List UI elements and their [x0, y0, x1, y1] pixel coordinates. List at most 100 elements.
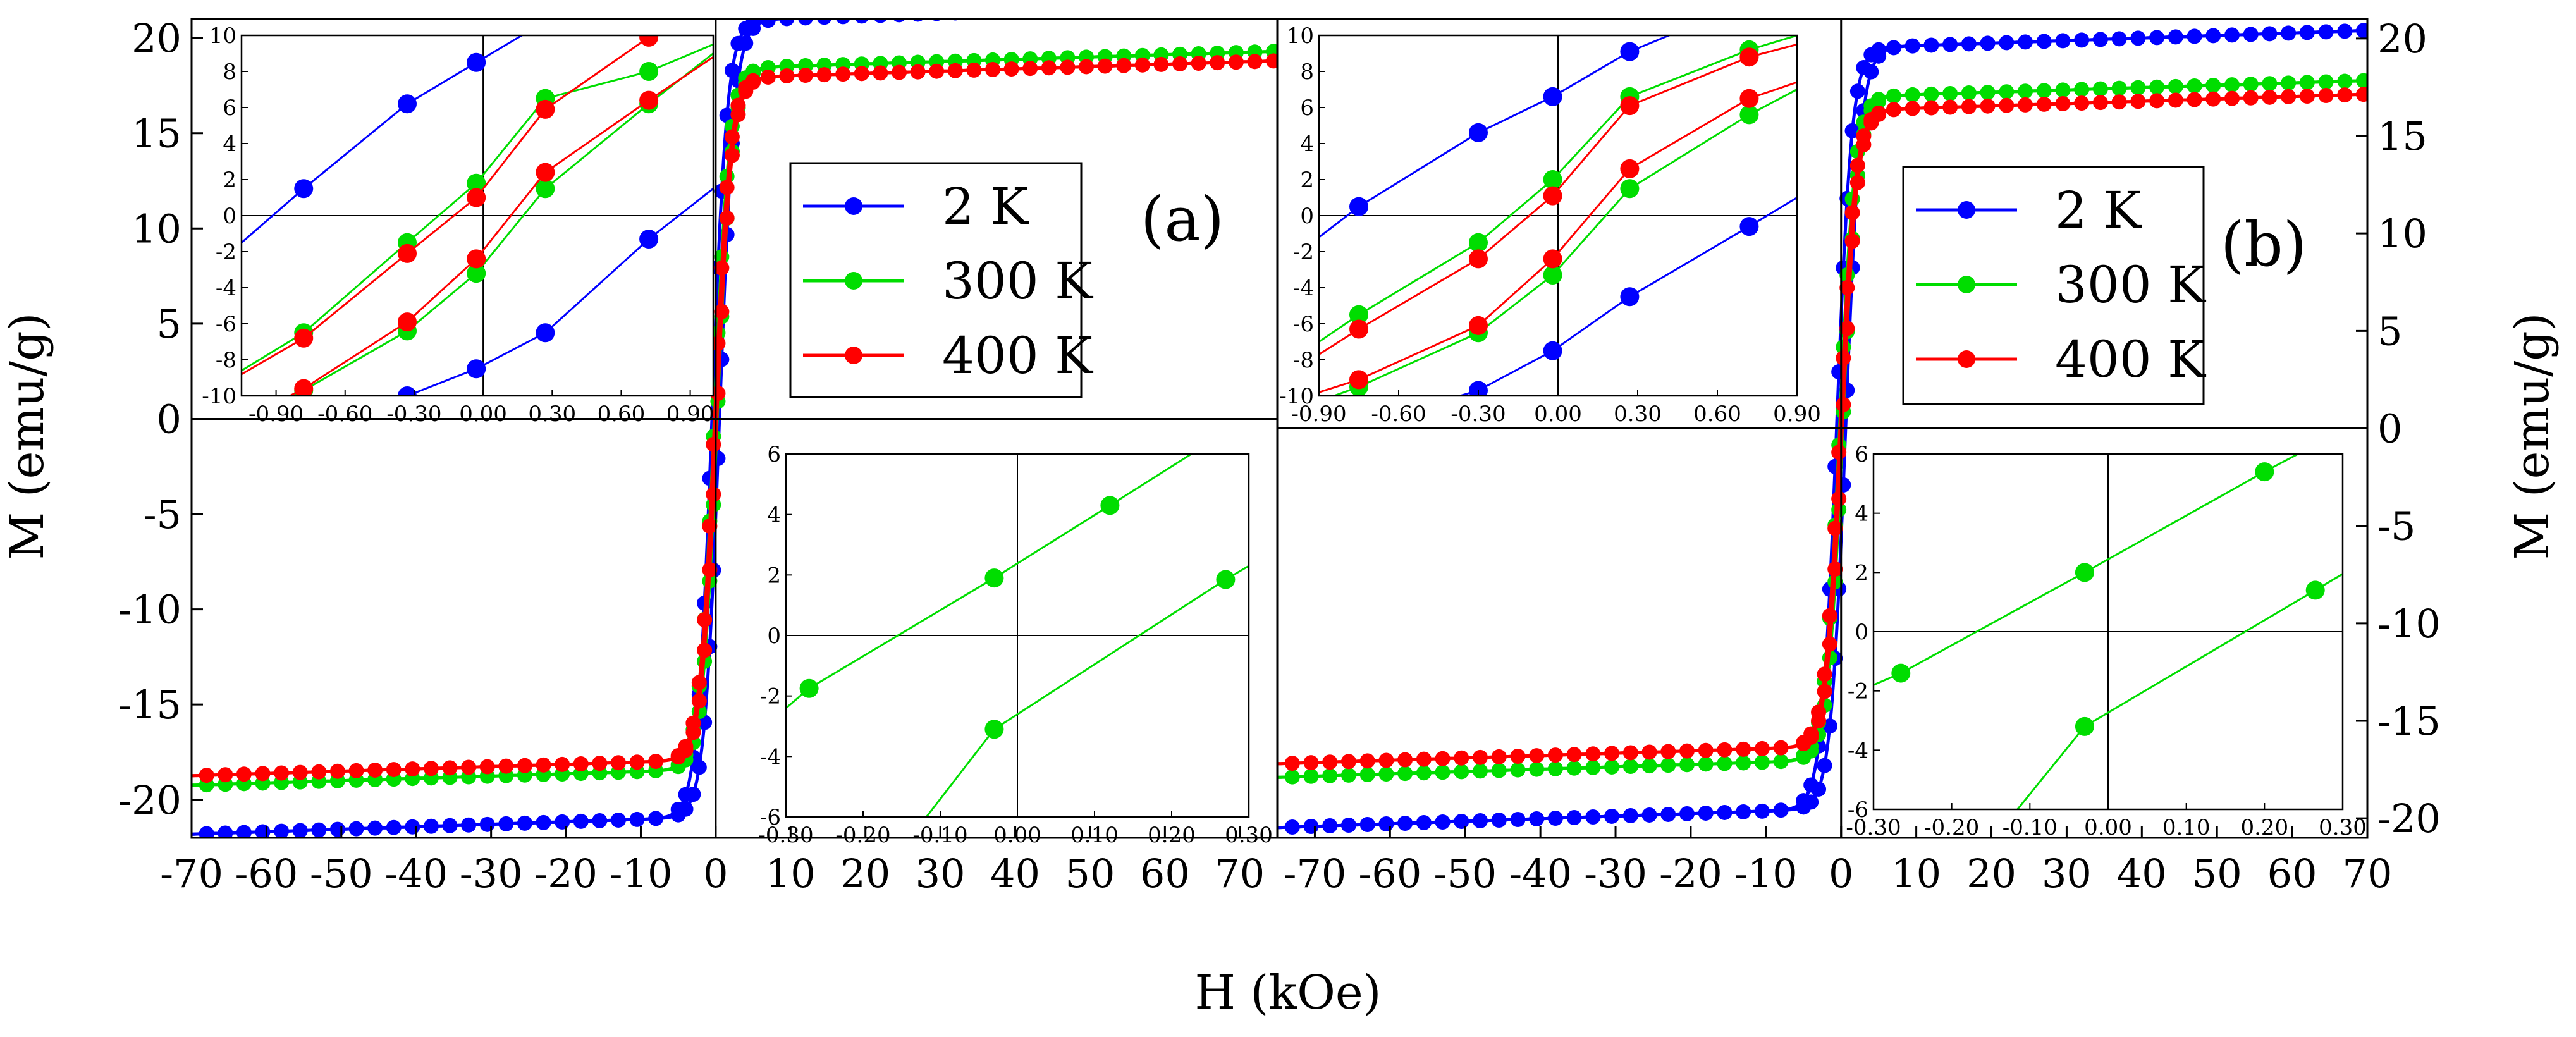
inset-x-tick-label: 0.30 [1225, 823, 1273, 848]
data-point-400K [1942, 99, 1958, 115]
data-point-400K [1359, 753, 1375, 769]
data-point-2K [610, 812, 626, 828]
data-point-400K [724, 129, 740, 145]
data-point-2K [1359, 817, 1375, 833]
data-point-400K [2168, 92, 2183, 108]
legend-marker [845, 272, 862, 290]
inset-point-2K [1543, 87, 1562, 106]
data-point-400K [1435, 751, 1451, 766]
data-point-300K [1679, 757, 1695, 773]
data-point-300K [2318, 74, 2334, 90]
x-tick-label: 30 [2042, 850, 2092, 897]
data-point-2K [517, 815, 532, 831]
data-point-400K [2224, 90, 2240, 106]
data-point-2K [1473, 813, 1488, 828]
y-tick-label: 20 [132, 15, 181, 61]
x-tick-label: -60 [235, 850, 298, 897]
data-point-400K [1660, 744, 1676, 759]
inset-line-400K [242, 36, 649, 376]
data-point-2K [1210, 0, 1225, 12]
inset-y-tick-label: 0 [1300, 204, 1314, 229]
data-point-400K [1303, 755, 1319, 771]
data-point-400K [1717, 742, 1733, 758]
inset-y-tick-label: 0 [767, 623, 781, 649]
x-tick-label: -30 [1584, 850, 1647, 897]
data-point-400K [1803, 726, 1819, 742]
legend-label: 300 K [942, 252, 1093, 310]
data-point-300K [2243, 77, 2259, 92]
data-point-2K [2111, 31, 2127, 47]
data-point-400K [1003, 61, 1019, 77]
data-point-300K [1980, 85, 1996, 101]
y-tick-label: 20 [2377, 16, 2427, 62]
data-point-2K [1566, 809, 1582, 825]
data-point-2K [1961, 36, 1977, 52]
legend-label: 400 K [942, 326, 1093, 385]
data-point-2K [738, 35, 754, 51]
data-point-400K [1340, 754, 1356, 770]
data-point-400K [710, 336, 726, 352]
data-point-400K [892, 64, 907, 80]
panel-b: -70 -60 -50 -40 -30 -20 -10 0 10 20 30 40 50 60 70-20-… [1276, 16, 2441, 897]
x-tick-label: 30 [916, 850, 966, 897]
inset-point-300K [799, 678, 819, 698]
data-point-400K [1831, 445, 1847, 460]
data-point-400K [367, 762, 383, 778]
data-point-300K [1961, 85, 1977, 101]
inset-point-300K [2305, 580, 2325, 600]
x-tick-label: -70 [160, 850, 223, 897]
inset-point-400K [1543, 186, 1562, 206]
data-point-400K [706, 436, 721, 452]
data-point-2K [2224, 27, 2240, 43]
data-point-300K [1378, 766, 1394, 782]
data-point-2K [1754, 803, 1770, 819]
data-point-300K [1454, 764, 1469, 780]
data-point-400K [2149, 93, 2165, 109]
inset-x-tick-label: 0.20 [2240, 815, 2288, 840]
inset-point-300K [2075, 716, 2094, 736]
data-point-2K [1641, 807, 1657, 823]
x-tick-label: -60 [1358, 850, 1421, 897]
data-point-400K [1904, 101, 1920, 116]
inset-line-300K [2016, 573, 2343, 809]
y-axis-title-left: M (emu/g) [0, 313, 54, 560]
inset-x-tick-label: 0.60 [598, 402, 646, 427]
data-point-2K [1803, 794, 1819, 810]
data-point-400K [2299, 88, 2315, 104]
inset-x-tick-label: -0.30 [1451, 402, 1506, 427]
data-point-400K [1378, 752, 1394, 768]
y-tick-label: 10 [132, 206, 181, 252]
inset-point-400K [536, 99, 555, 119]
inset-x-tick-label: 0.90 [1773, 402, 1821, 427]
data-point-400K [779, 68, 795, 84]
data-point-2K [678, 801, 694, 817]
inset-y-tick-label: -10 [202, 384, 236, 409]
data-point-2K [405, 819, 420, 835]
data-point-400K [2130, 94, 2146, 109]
data-point-2K [329, 821, 345, 837]
inset-point-300K [1100, 496, 1120, 515]
data-point-2K [1604, 808, 1620, 824]
data-point-400K [1397, 752, 1413, 768]
inset-y-tick-label: 0 [1855, 620, 1868, 645]
data-point-300K [1510, 762, 1526, 778]
data-point-400K [1679, 743, 1695, 759]
data-point-2K [1491, 812, 1507, 828]
x-tick-label: -40 [384, 850, 448, 897]
data-point-2K [1999, 35, 2015, 51]
inset-point-2K [467, 359, 486, 379]
legend-label: 2 K [942, 177, 1029, 236]
inset-y-tick-label: -8 [216, 348, 236, 373]
data-point-400K [1736, 741, 1751, 757]
data-point-400K [1822, 608, 1837, 623]
data-point-400K [255, 766, 271, 782]
data-point-400K [1041, 60, 1057, 76]
panel-label: (a) [1141, 184, 1224, 255]
data-point-2K [779, 19, 795, 27]
data-point-400K [292, 764, 308, 780]
y-tick-label: 15 [2377, 113, 2427, 159]
data-point-2K [835, 19, 850, 25]
data-point-2K [479, 816, 495, 832]
inset-y-tick-label: -2 [760, 684, 781, 709]
y-tick-label: -20 [118, 777, 181, 823]
